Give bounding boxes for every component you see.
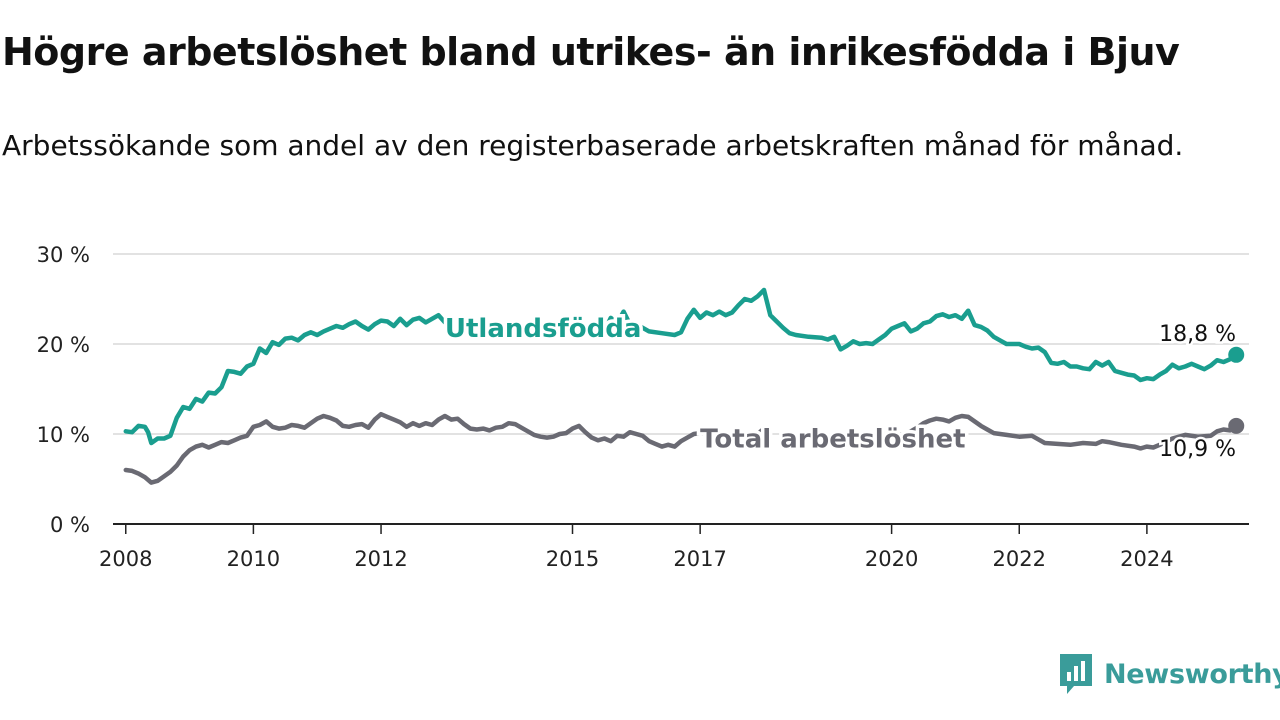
y-tick-label: 0 % xyxy=(50,513,90,537)
series-name-label: Utlandsfödda xyxy=(445,314,642,344)
x-tick-label: 2010 xyxy=(227,547,280,571)
series-line-utlandsfodda xyxy=(563,287,1239,383)
x-tick-label: 2008 xyxy=(99,547,152,571)
series-line-total xyxy=(882,413,1239,451)
y-tick-label: 10 % xyxy=(37,423,90,447)
end-value-label: 18,8 % xyxy=(1159,322,1236,347)
brand-label: Newsworthy xyxy=(1104,658,1280,690)
chart-title: Högre arbetslöshet bland utrikes- än inr… xyxy=(2,30,1180,74)
chart-subtitle: Arbetssökande som andel av den registerb… xyxy=(2,129,1184,162)
x-tick-label: 2020 xyxy=(865,547,918,571)
series-name-label: Total arbetslöshet xyxy=(700,425,965,455)
x-tick-label: 2022 xyxy=(993,547,1046,571)
end-value-label: 10,9 % xyxy=(1159,437,1236,462)
series-end-point xyxy=(1228,346,1245,363)
newsworthy-brand: Newsworthy xyxy=(1058,652,1280,696)
y-tick-label: 20 % xyxy=(37,333,90,357)
x-tick-label: 2012 xyxy=(354,547,407,571)
x-tick-label: 2015 xyxy=(546,547,599,571)
series-line-utlandsfodda xyxy=(123,312,448,446)
x-tick-label: 2017 xyxy=(673,547,726,571)
series-end-point xyxy=(1228,417,1245,434)
y-tick-label: 30 % xyxy=(37,243,90,267)
x-tick-label: 2024 xyxy=(1120,547,1173,571)
series-line-total xyxy=(123,411,773,485)
newsworthy-logo-icon xyxy=(1060,654,1092,694)
